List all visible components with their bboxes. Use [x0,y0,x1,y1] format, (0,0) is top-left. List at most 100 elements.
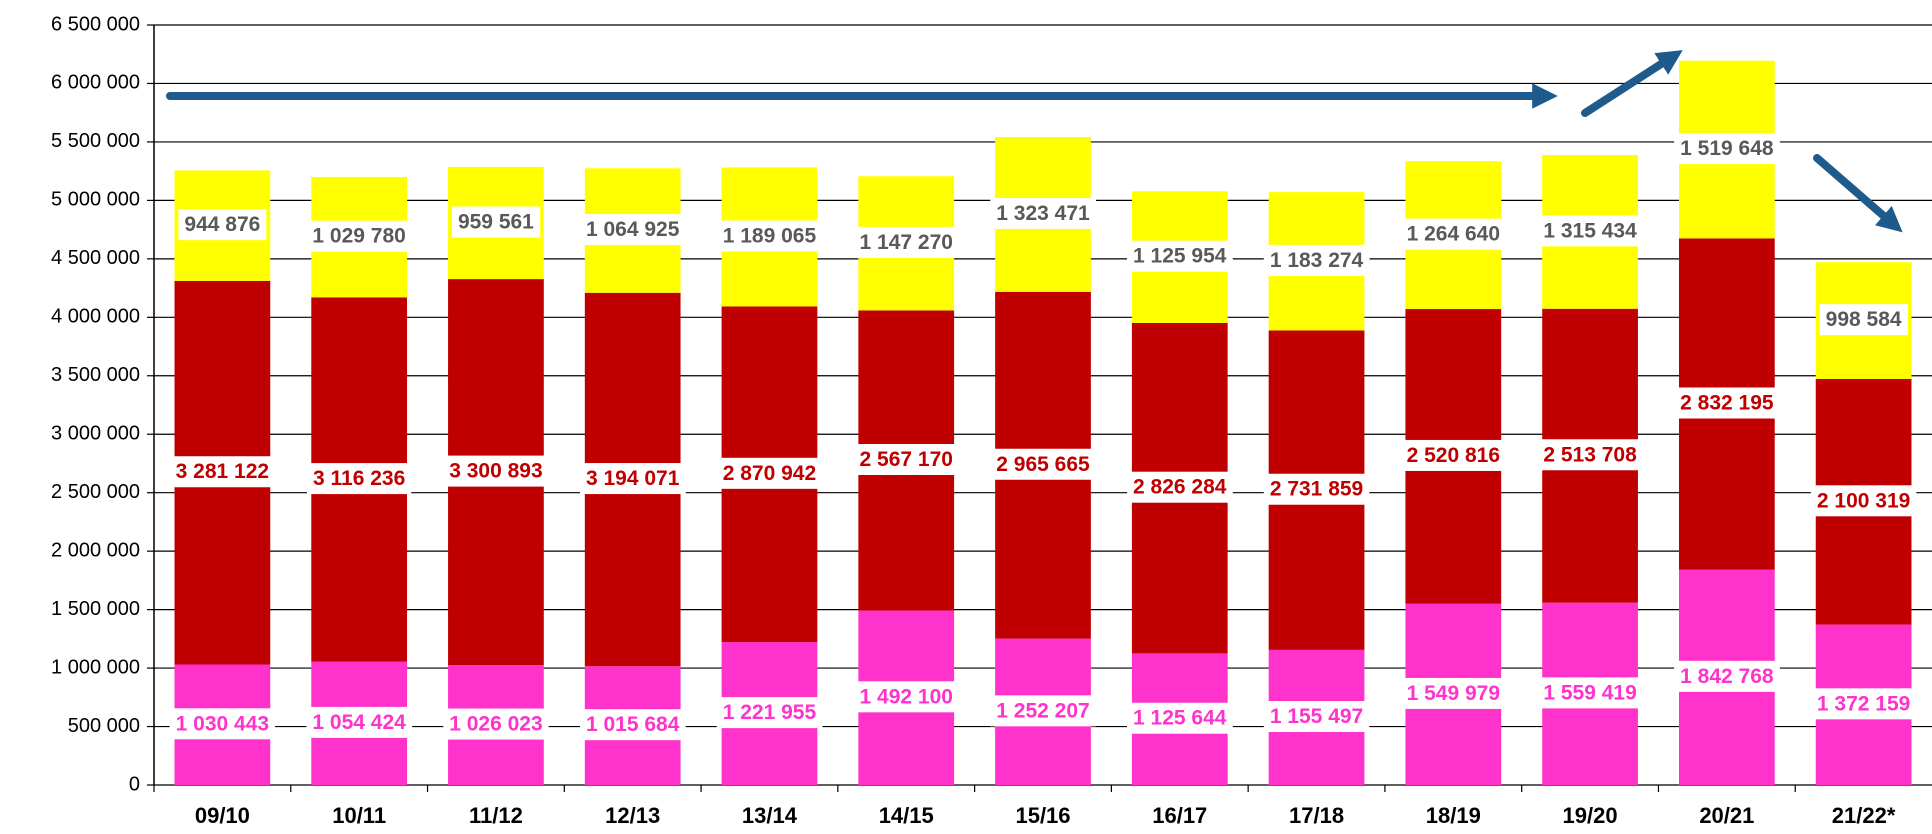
label-background [1537,215,1644,247]
label-background [451,206,541,238]
value-label: 944 876 [184,213,260,236]
x-tick-label: 15/16 [1015,803,1070,828]
y-tick-label: 2 500 000 [51,481,140,503]
x-tick-label: 18/19 [1426,803,1481,828]
y-tick-label: 3 000 000 [51,423,140,445]
label-background [1537,439,1644,471]
value-label: 1 372 159 [1817,692,1910,715]
value-label: 1 315 434 [1543,219,1637,242]
y-tick-label: 3 500 000 [51,364,140,386]
x-tick-label: 20/21 [1699,803,1754,828]
value-label: 1 054 424 [312,711,406,734]
label-background [1127,240,1233,272]
label-background [990,448,1097,480]
value-label: 1 252 207 [996,699,1089,722]
value-label: 1 264 640 [1407,223,1500,246]
value-label: 2 731 859 [1270,478,1363,501]
x-tick-label: 13/14 [742,803,798,828]
value-label: 1 064 925 [586,218,680,241]
x-tick-label: 10/11 [332,803,386,828]
value-label: 1 549 979 [1407,682,1500,705]
value-label: 2 513 708 [1543,443,1637,466]
label-background [990,198,1097,230]
value-label: 1 323 471 [996,202,1090,225]
label-background [853,444,959,476]
value-label: 2 520 816 [1407,444,1500,467]
label-background [1810,485,1917,517]
y-tick-label: 2 000 000 [51,539,140,561]
y-tick-label: 1 000 000 [51,656,140,678]
trend-arrows [166,50,1903,233]
label-background [443,708,549,740]
value-label: 1 492 100 [860,685,953,708]
value-label: 1 015 684 [586,713,680,736]
label-background [716,220,823,252]
label-background [990,695,1096,727]
label-background [1537,677,1643,709]
x-tick-label: 14/15 [879,803,934,828]
label-background [1263,473,1370,505]
label-background [716,697,823,729]
value-label: 998 584 [1826,308,1902,331]
x-tick-label: 21/22* [1832,803,1896,828]
value-label: 1 026 023 [449,713,542,736]
bars [174,60,1912,785]
arrow [1813,154,1903,233]
value-label: 1 842 768 [1680,665,1774,688]
label-background [1127,471,1233,503]
label-background [169,708,276,740]
y-tick-label: 0 [129,773,140,795]
label-background [853,681,959,713]
value-label: 2 826 284 [1133,476,1227,499]
y-tick-label: 6 500 000 [51,13,140,35]
x-tick-label: 12/13 [605,803,660,828]
label-background [1127,702,1233,734]
y-tick-label: 5 500 000 [51,130,140,152]
value-label: 1 029 780 [312,225,405,248]
value-label: 3 281 122 [176,460,269,483]
label-background [1810,688,1917,720]
value-label: 1 183 274 [1270,249,1364,272]
value-label: 959 561 [458,211,534,234]
label-background [579,214,686,246]
value-label: 2 832 195 [1680,392,1774,415]
label-background [716,457,823,489]
y-tick-label: 1 500 000 [51,598,140,620]
label-background [1400,439,1507,471]
value-label: 1 189 065 [723,224,817,247]
y-tick-label: 4 500 000 [51,247,140,269]
arrow [1581,50,1683,117]
label-background [579,709,686,741]
x-tick-label: 17/18 [1289,803,1344,828]
label-background [443,455,549,487]
label-background [306,220,412,252]
value-labels: 1 030 443 3 281 122 944 876 1 054 424 3 116 … [169,133,1917,741]
value-label: 1 221 955 [723,701,817,724]
y-tick-label: 6 000 000 [51,72,140,94]
value-label: 1 519 648 [1680,137,1774,160]
label-background [1263,244,1370,276]
value-label: 1 155 497 [1270,705,1363,728]
value-label: 3 300 893 [449,460,542,483]
label-background [853,226,959,258]
label-background [1263,700,1370,732]
value-label: 3 194 071 [586,467,680,490]
value-label: 2 870 942 [723,462,816,485]
label-background [1674,387,1780,419]
label-background [169,456,276,488]
x-tick-label: 16/17 [1152,803,1207,828]
value-label: 1 125 644 [1133,707,1227,730]
value-label: 3 116 236 [313,467,405,490]
label-background [579,463,686,495]
x-tick-label: 19/20 [1563,803,1618,828]
label-background [1674,133,1780,165]
label-background [178,209,267,241]
value-label: 1 147 270 [860,231,953,254]
label-background [1400,218,1507,250]
label-background [306,706,413,738]
y-tick-label: 4 000 000 [51,306,140,328]
label-background [1674,660,1780,692]
value-label: 1 030 443 [176,712,269,735]
